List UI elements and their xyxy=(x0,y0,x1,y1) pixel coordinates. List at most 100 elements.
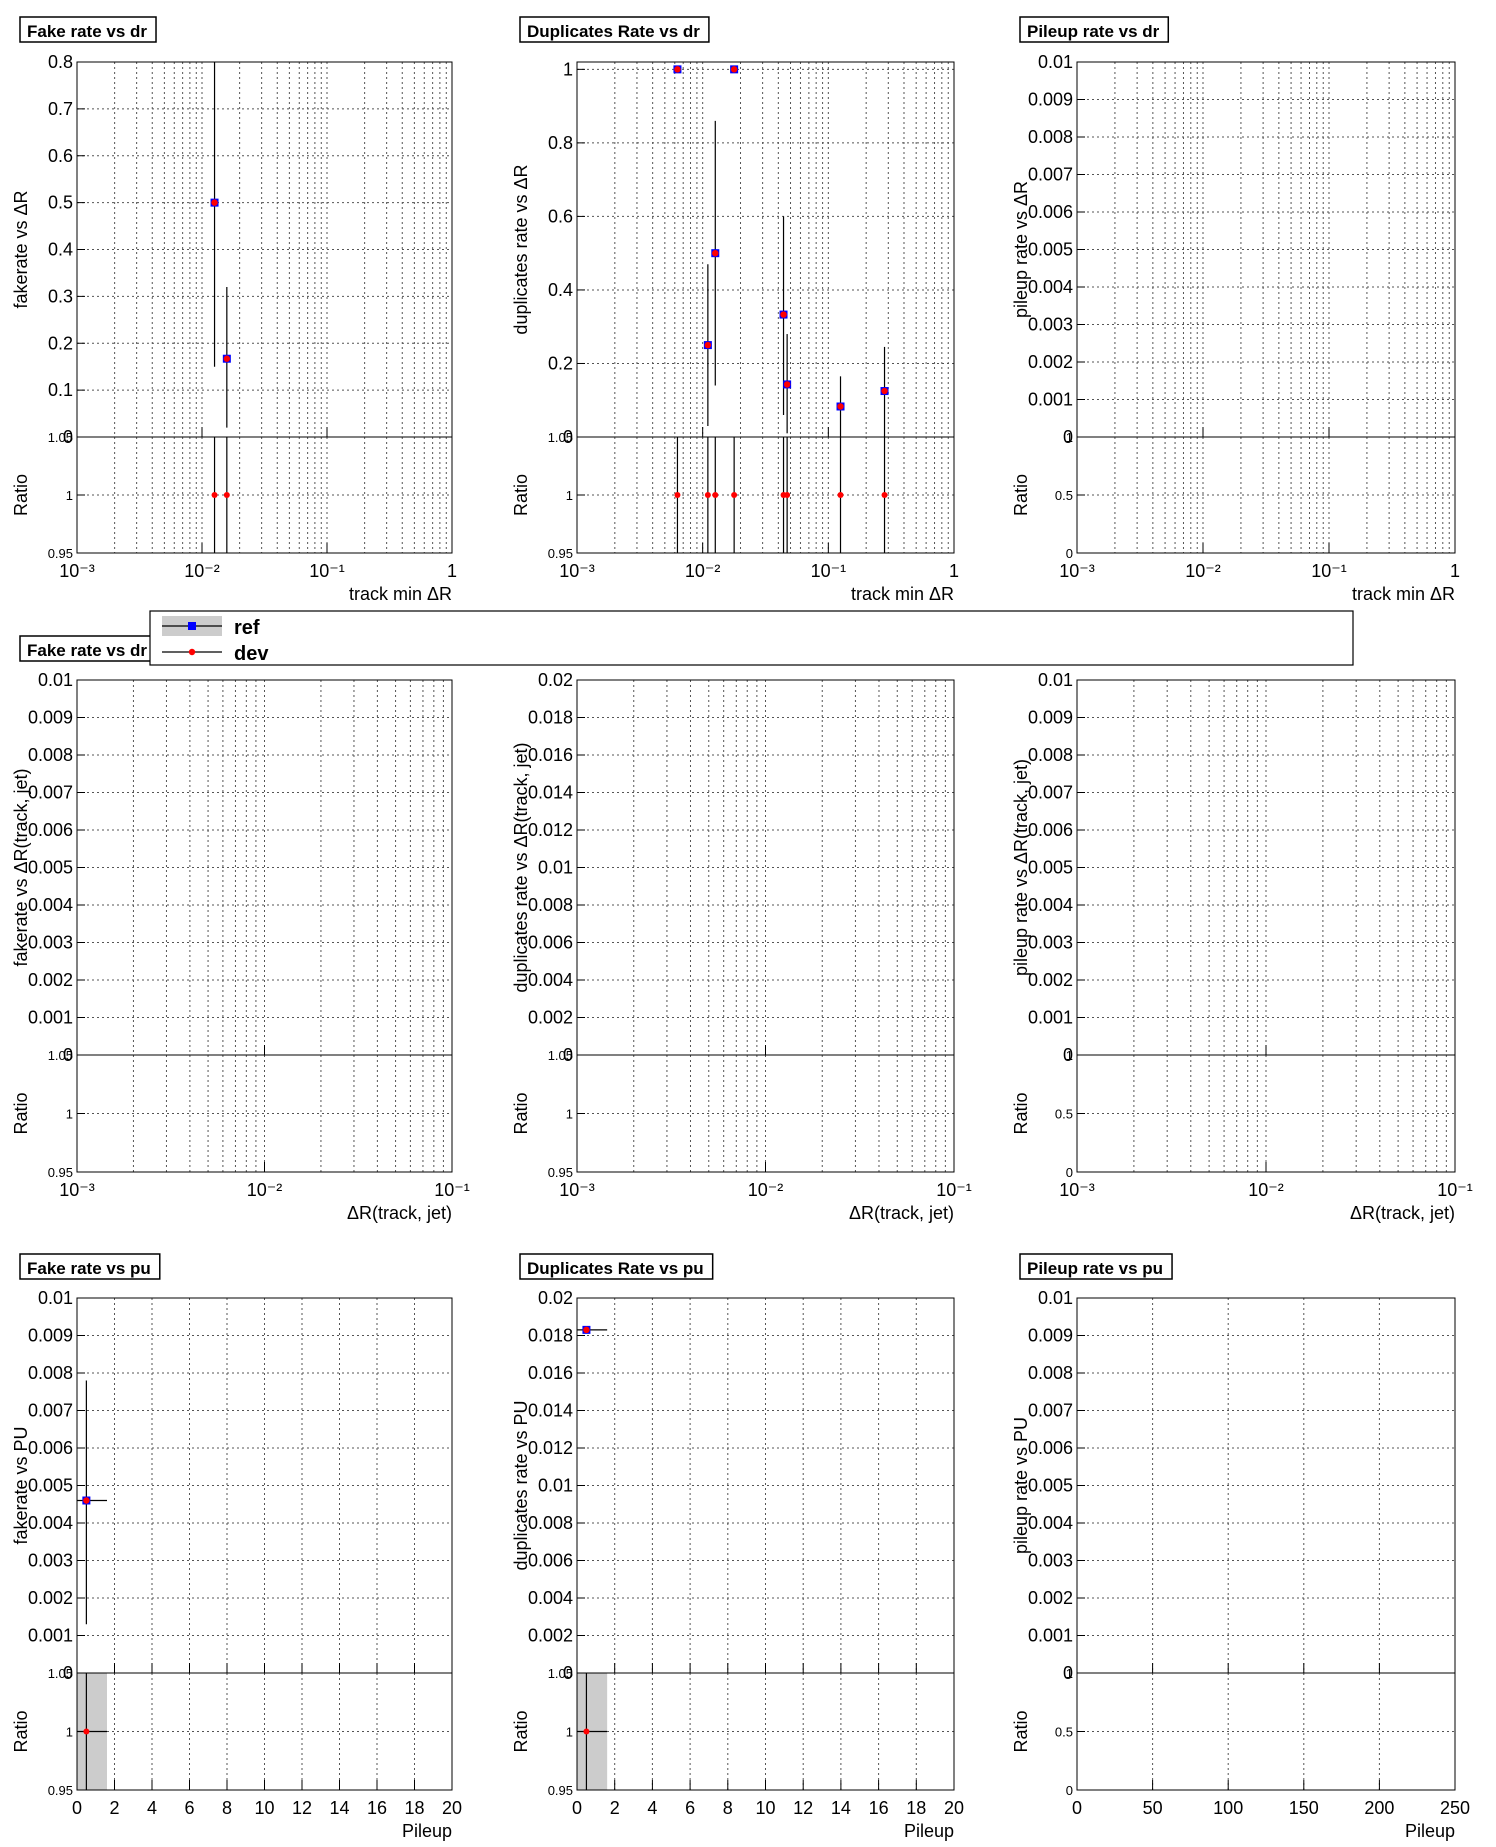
ratio-y-tick-label: 1.05 xyxy=(548,1666,573,1681)
panel-2: 10⁻³ 10⁻² 10⁻¹ 1 0 0.2 0.4 0.6 0.8 1 0.95 1 1.05 dupl… xyxy=(511,16,959,604)
dev-marker xyxy=(730,66,738,73)
dev-marker xyxy=(211,199,218,206)
legend: ref dev xyxy=(149,610,1354,666)
panel-title: Duplicates Rate vs pu xyxy=(519,1253,714,1280)
dev-marker xyxy=(712,249,719,257)
ratio-y-axis-label: Ratio xyxy=(1011,1092,1031,1134)
x-tick-label: 10⁻¹ xyxy=(1311,561,1347,581)
x-tick-label: 10⁻¹ xyxy=(811,561,847,581)
panel-3: 10⁻³ 10⁻² 10⁻¹ 100.0010.0020.0030.0040.0050… xyxy=(1011,16,1460,604)
y-tick-label: 0.5 xyxy=(48,193,73,213)
ratio-y-axis-label: Ratio xyxy=(11,474,31,516)
y-tick-label: 0.007 xyxy=(28,1401,73,1421)
y-tick-label: 0.2 xyxy=(48,333,73,353)
legend-box xyxy=(149,610,1354,666)
dev-marker xyxy=(780,311,787,318)
panel-title-text: Duplicates Rate vs dr xyxy=(527,22,700,41)
ratio-marker xyxy=(583,1728,590,1735)
y-tick-label: 0.02 xyxy=(538,1288,573,1308)
y-axis-label: pileup rate vs PU xyxy=(1011,1417,1031,1554)
y-tick-label: 0.006 xyxy=(528,1551,573,1571)
y-tick-label: 0 xyxy=(63,427,73,447)
y-tick-label: 0.004 xyxy=(28,895,73,915)
y-tick-label: 0.007 xyxy=(1028,1401,1073,1421)
legend-entry-ref: ref xyxy=(162,616,260,639)
ratio-y-tick-label: 0.95 xyxy=(48,546,73,561)
y-tick-label: 0.8 xyxy=(48,52,73,72)
y-tick-label: 0.003 xyxy=(1028,1551,1073,1571)
ratio-y-axis-label: Ratio xyxy=(1011,474,1031,516)
ratio-marker xyxy=(731,492,738,498)
y-tick-label: 0.004 xyxy=(1028,1513,1073,1533)
x-tick-label: 1 xyxy=(447,561,457,581)
y-tick-label: 0.002 xyxy=(28,1588,73,1608)
x-tick-label: 10⁻¹ xyxy=(309,561,345,581)
y-axis-label: fakerate vs PU xyxy=(11,1426,31,1544)
ratio-y-tick-label: 1.05 xyxy=(48,430,73,445)
ratio-marker xyxy=(784,492,791,498)
y-tick-label: 0 xyxy=(1063,1663,1073,1683)
panel-title-box xyxy=(519,1253,714,1280)
panel-title-box xyxy=(19,1253,161,1280)
y-tick-label: 0.006 xyxy=(28,1438,73,1458)
y-axis-label: pileup rate vs ΔR xyxy=(1011,181,1031,318)
x-tick-label: 12 xyxy=(793,1798,813,1818)
ratio-y-tick-label: 0 xyxy=(1066,546,1073,561)
x-tick-label: 100 xyxy=(1213,1798,1243,1818)
x-tick-label: 10⁻² xyxy=(247,1180,283,1200)
y-tick-label: 0.009 xyxy=(28,1326,73,1346)
y-tick-label: 0.006 xyxy=(28,820,73,840)
y-tick-label: 0.003 xyxy=(1028,933,1073,953)
y-tick-label: 0.2 xyxy=(548,353,573,373)
y-tick-label: 0.018 xyxy=(528,708,573,728)
x-tick-label: 20 xyxy=(944,1798,964,1818)
y-tick-label: 0.005 xyxy=(28,858,73,878)
y-tick-label: 0 xyxy=(563,1045,573,1065)
panel-title: Fake rate vs dr xyxy=(19,635,157,662)
y-tick-label: 0.004 xyxy=(1028,277,1073,297)
ratio-marker xyxy=(211,492,218,498)
x-tick-label: 10⁻³ xyxy=(1059,561,1095,581)
dev-marker xyxy=(83,1497,90,1504)
y-tick-label: 0.014 xyxy=(528,1401,573,1421)
ratio-marker xyxy=(881,492,888,498)
panel-title-text: Fake rate vs pu xyxy=(27,1259,151,1278)
panel-title: Duplicates Rate vs dr xyxy=(519,16,710,43)
y-tick-label: 0.008 xyxy=(528,1513,573,1533)
x-tick-label: 14 xyxy=(831,1798,851,1818)
x-tick-label: 18 xyxy=(404,1798,424,1818)
dev-marker xyxy=(837,403,844,410)
ratio-y-axis-label: Ratio xyxy=(11,1092,31,1134)
x-tick-label: 10 xyxy=(755,1798,775,1818)
y-tick-label: 0.006 xyxy=(528,933,573,953)
ratio-y-tick-label: 1 xyxy=(1066,1048,1073,1063)
ratio-y-tick-label: 0.95 xyxy=(548,1165,573,1180)
x-tick-label: 16 xyxy=(869,1798,889,1818)
y-tick-label: 0.02 xyxy=(538,670,573,690)
y-tick-label: 0.016 xyxy=(528,745,573,765)
y-tick-label: 0.001 xyxy=(28,1008,73,1028)
panel-title-box xyxy=(519,16,710,43)
x-axis-label: ΔR(track, jet) xyxy=(347,1203,452,1223)
x-tick-label: 150 xyxy=(1289,1798,1319,1818)
y-tick-label: 0.008 xyxy=(1028,1363,1073,1383)
ratio-marker xyxy=(712,492,719,498)
x-tick-label: 2 xyxy=(109,1798,119,1818)
y-tick-label: 0.006 xyxy=(1028,820,1073,840)
y-tick-label: 0.1 xyxy=(48,380,73,400)
x-tick-label: 8 xyxy=(723,1798,733,1818)
ratio-y-tick-label: 0.95 xyxy=(548,1783,573,1798)
y-tick-label: 0.7 xyxy=(48,99,73,119)
legend-dev-marker xyxy=(188,648,196,656)
x-axis-label: ΔR(track, jet) xyxy=(1350,1203,1455,1223)
x-tick-label: 10⁻³ xyxy=(1059,1180,1095,1200)
panel-4: 10⁻³ 10⁻² 10⁻¹ 0 0.001 0.002 0.003 0.004 0.005 0.… xyxy=(11,635,470,1223)
y-tick-label: 0.001 xyxy=(28,1626,73,1646)
x-tick-label: 6 xyxy=(685,1798,695,1818)
x-axis-label: track min ΔR xyxy=(851,584,954,604)
y-tick-label: 0 xyxy=(1063,1045,1073,1065)
x-tick-label: 0 xyxy=(1072,1798,1082,1818)
y-tick-label: 0.008 xyxy=(528,895,573,915)
y-axis-label: duplicates rate vs PU xyxy=(511,1400,531,1570)
panel-9: 0 50 100 150 200 250 0 0.001 0.002 0.003 0.004 0.00… xyxy=(1011,1253,1470,1841)
